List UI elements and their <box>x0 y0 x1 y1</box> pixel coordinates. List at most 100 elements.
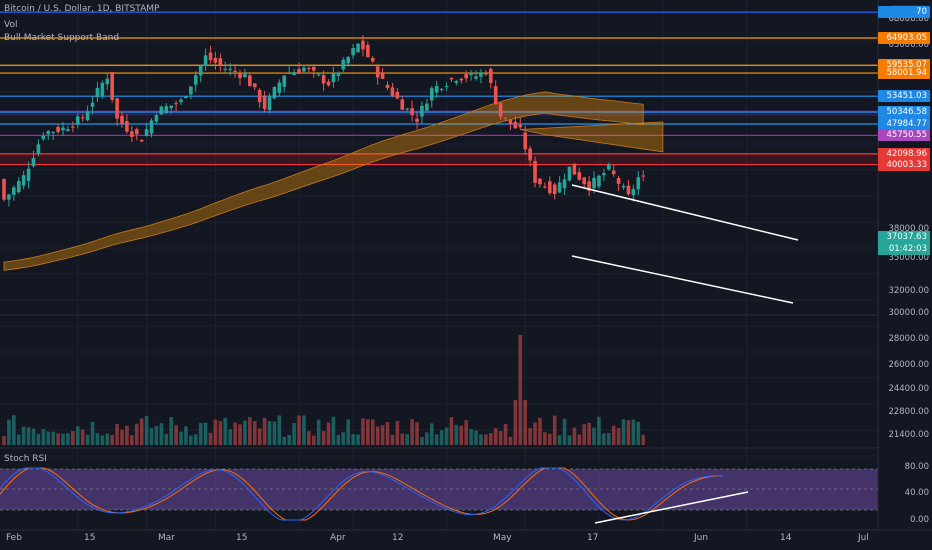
volume-bar <box>282 436 287 445</box>
candle-body <box>198 65 203 76</box>
volume-bar <box>439 430 444 445</box>
volume-bar <box>557 435 562 445</box>
candle-body <box>41 135 46 140</box>
time-tick-label: Mar <box>158 533 175 543</box>
candle-body <box>130 131 134 137</box>
candle-body <box>311 66 316 71</box>
stoch-rsi-label[interactable]: Stoch RSI <box>4 454 47 464</box>
volume-bar <box>31 428 36 445</box>
volume-bar <box>444 427 449 445</box>
volume-bar <box>71 430 75 445</box>
candle-body <box>474 76 478 79</box>
volume-bar <box>606 432 611 445</box>
volume-bar <box>2 436 6 445</box>
volume-bar <box>587 422 591 445</box>
rsi-tick-label: 40.00 <box>904 488 929 498</box>
candle-body <box>533 161 537 183</box>
candle-body <box>184 96 188 99</box>
candle-body <box>154 115 159 122</box>
candle-body <box>169 105 173 109</box>
candle-body <box>302 67 306 72</box>
price-level-tag: 47984.77 <box>878 117 930 130</box>
price-level-tag: 50346.58 <box>878 105 930 118</box>
candle-body <box>464 73 468 79</box>
volume-bar <box>311 435 316 445</box>
price-level-tag: 45750.55 <box>878 129 930 142</box>
candle-body <box>459 78 464 81</box>
stoch-rsi-band <box>0 469 878 510</box>
candle-body <box>272 87 277 99</box>
volume-indicator-label[interactable]: Vol <box>4 20 18 30</box>
candle-body <box>208 52 213 61</box>
candle-body <box>626 185 631 195</box>
candle-body <box>567 166 572 181</box>
volume-bar <box>21 426 26 445</box>
volume-bar <box>577 434 582 445</box>
candle-body <box>415 118 419 122</box>
candle-body <box>16 181 21 193</box>
volume-bar <box>321 430 326 445</box>
volume-bar <box>385 422 390 445</box>
volume-bar <box>7 419 11 445</box>
candle-body <box>395 91 400 99</box>
candle-body <box>484 73 488 75</box>
volume-bar <box>292 422 296 445</box>
time-tick-label: Jun <box>694 533 709 543</box>
support-zone <box>0 152 878 165</box>
candle-body <box>7 194 11 200</box>
volume-bar <box>120 429 124 445</box>
candle-body <box>420 105 424 117</box>
candle-body <box>493 86 498 105</box>
volume-bar <box>233 422 237 445</box>
candle-body <box>252 83 257 88</box>
candle-body <box>248 75 252 87</box>
price-tick-label: 24400.00 <box>888 384 929 394</box>
candle-body <box>243 74 247 78</box>
candle-body <box>61 127 65 131</box>
volume-bar <box>193 434 198 445</box>
candle-body <box>439 88 444 90</box>
volume-bar <box>361 418 365 445</box>
resistance-zone <box>0 109 878 116</box>
volume-bar <box>130 435 134 445</box>
volume-bar <box>434 434 439 445</box>
volume-bar <box>26 427 31 445</box>
volume-bar <box>164 433 169 445</box>
time-tick-label: Apr <box>330 533 346 543</box>
volume-bar <box>621 419 626 445</box>
candle-body <box>125 121 129 132</box>
volume-bar <box>228 429 232 445</box>
volume-bar <box>597 416 601 445</box>
candle-body <box>257 89 262 103</box>
candle-body <box>616 178 621 184</box>
candle-body <box>292 71 296 76</box>
candle-body <box>552 184 557 194</box>
candle-body <box>400 99 405 110</box>
symbol-title[interactable]: Bitcoin / U.S. Dollar, 1D, BITSTAMP <box>4 4 160 14</box>
candle-body <box>606 164 611 170</box>
volume-bar <box>341 432 346 445</box>
volume-bar <box>90 421 95 445</box>
candle-body <box>538 178 542 185</box>
candle-body <box>233 70 237 73</box>
volume-bar <box>469 429 473 445</box>
candle-body <box>503 117 508 119</box>
time-tick-label: 14 <box>780 533 792 543</box>
volume-bar <box>410 419 414 445</box>
band-projection <box>520 121 664 153</box>
time-tick-label: 12 <box>392 533 404 543</box>
volume-bar <box>533 422 537 445</box>
volume-bar <box>272 421 277 445</box>
price-level-tag: 42098.96 <box>878 147 930 160</box>
volume-bar <box>267 421 272 445</box>
candle-body <box>203 55 208 66</box>
candle-body <box>621 185 626 188</box>
bull-band-indicator-label[interactable]: Bull Market Support Band <box>4 33 120 43</box>
price-tick-label: 68000.00 <box>888 14 929 24</box>
candle-body <box>139 139 144 142</box>
candle-body <box>380 72 385 79</box>
volume-bar <box>459 425 464 445</box>
volume-bar <box>484 434 488 445</box>
volume-bar <box>105 433 110 445</box>
